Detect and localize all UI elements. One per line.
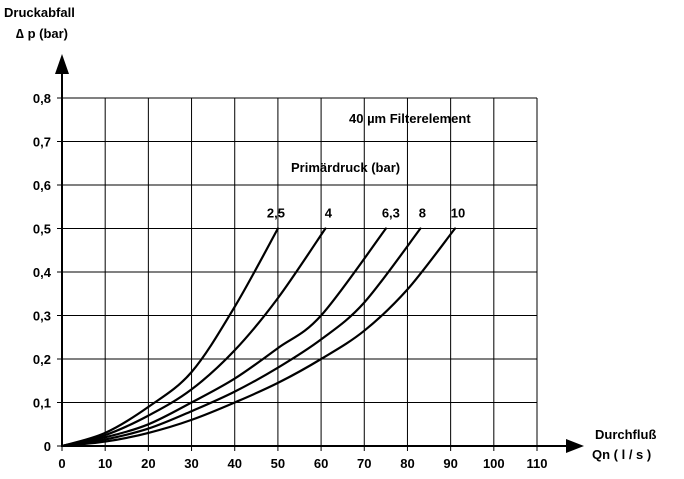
series-label: 6,3: [382, 206, 400, 221]
y-tick-label: 0,4: [33, 265, 52, 280]
series-label: 4: [325, 206, 333, 221]
x-tick-label: 60: [314, 456, 328, 471]
y-tick-label: 0,3: [33, 309, 51, 324]
x-axis-title-line1: Durchfluß: [595, 427, 656, 442]
y-tick-label: 0,7: [33, 135, 51, 150]
series-line-2-5: [60, 227, 279, 448]
series-labels: 2,5 4 6,3 8 10: [267, 206, 465, 221]
x-tick-label: 80: [400, 456, 414, 471]
filter-annotation: 40 µm Filterelement: [349, 111, 471, 126]
x-tick-label: 0: [58, 456, 65, 471]
x-tick-label: 50: [271, 456, 285, 471]
y-tick-label: 0: [44, 439, 51, 454]
y-tick-label: 0,8: [33, 91, 51, 106]
axes: [55, 54, 584, 453]
x-tick-label: 70: [357, 456, 371, 471]
legend-title: Primärdruck (bar): [291, 160, 400, 175]
y-tick-label: 0,5: [33, 222, 51, 237]
y-axis-arrow: [55, 54, 69, 74]
y-tick-label: 0,6: [33, 178, 51, 193]
x-tick-label: 90: [443, 456, 457, 471]
series-line-10: [60, 227, 457, 448]
x-axis-arrow: [566, 439, 584, 453]
series-label: 2,5: [267, 206, 285, 221]
series-line-6-3: [60, 227, 387, 448]
grid: [62, 97, 538, 446]
x-tick-label: 20: [141, 456, 155, 471]
x-tick-label: 10: [98, 456, 112, 471]
tick-labels: 0 10 20 30 40 50 60 70 80 90 100 110 0 0,1 0,2 0,3 0,4 0,…: [33, 91, 548, 471]
series-label: 10: [451, 206, 465, 221]
y-axis-title-line2: ∆ p (bar): [16, 26, 68, 41]
x-tick-label: 110: [527, 456, 548, 471]
series-lines: [60, 227, 457, 448]
series-label: 8: [419, 206, 426, 221]
y-axis-title-line1: Druckabfall: [4, 5, 75, 20]
x-axis-title-line2: Qn ( l / s ): [592, 447, 651, 462]
x-tick-label: 40: [227, 456, 241, 471]
x-tick-label: 100: [483, 456, 505, 471]
y-tick-label: 0,2: [33, 352, 51, 367]
series-line-4: [60, 227, 327, 448]
series-line-8: [60, 227, 422, 448]
x-tick-label: 30: [184, 456, 198, 471]
y-tick-label: 0,1: [33, 396, 51, 411]
